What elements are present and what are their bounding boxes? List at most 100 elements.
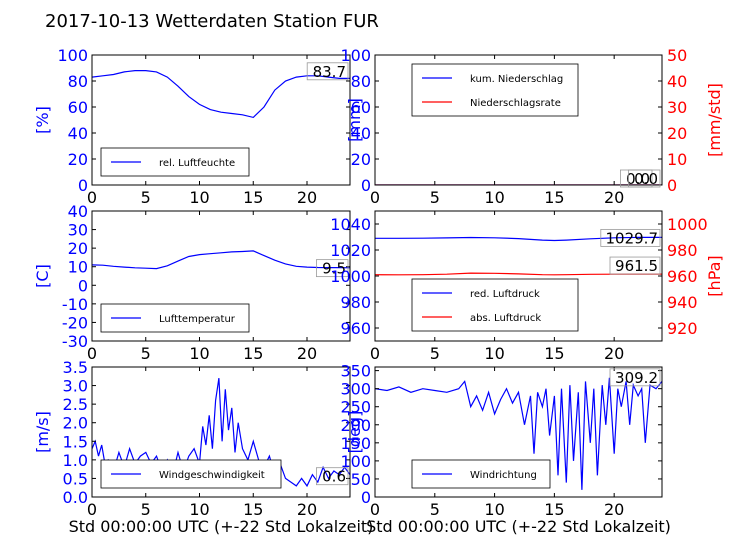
legend: Windgeschwindigkeit [100, 459, 282, 489]
y-tick-label: 300 [340, 380, 371, 399]
y-tick-label: 350 [340, 362, 371, 381]
last-value-annotation-2-box [609, 256, 661, 275]
y-tick-label: 0 [361, 176, 371, 195]
x-tick-label: 20 [604, 344, 624, 363]
x-tick-label: 10 [484, 500, 504, 519]
y-tick-label: 1.5 [63, 432, 88, 451]
y-right-tick-label: 980 [667, 241, 698, 260]
x-tick-label: 0 [370, 344, 380, 363]
x-tick-label: 10 [189, 344, 209, 363]
x-tick-label: 20 [297, 344, 317, 363]
y-tick-label: 100 [340, 46, 371, 65]
panel-pressure: 0 5 10 15 20 960 980 1000 1020 1040 920 940 960 980 10… [330, 210, 724, 363]
x-tick-label: 20 [604, 188, 624, 207]
x-tick-label: 5 [430, 500, 440, 519]
y-axis-label: [mm] [345, 98, 364, 142]
legend: red. Luftdruck abs. Luftdruck [411, 278, 579, 332]
y-tick-label: 80 [68, 72, 88, 91]
x-tick-label: 5 [430, 188, 440, 207]
y-tick-label: 50 [351, 470, 371, 489]
y-tick-label: -20 [62, 313, 88, 332]
x-tick-label: 15 [243, 500, 263, 519]
legend-label: red. Luftdruck [470, 289, 540, 300]
y-tick-label: 150 [340, 434, 371, 453]
x-tick-label: 0 [370, 500, 380, 519]
x-tick-label: 10 [189, 188, 209, 207]
last-value-annotation-2-box [628, 169, 661, 188]
y-tick-label: 0 [78, 276, 88, 295]
y-tick-label: 3.0 [63, 377, 88, 396]
y-right-tick-label: 50 [667, 46, 687, 65]
last-value-annotation: 0.6 [322, 468, 346, 486]
y-right-axis-label: [mm/std] [705, 83, 724, 157]
x-tick-label: 10 [484, 188, 504, 207]
legend: Windrichtung [411, 459, 551, 489]
last-value-annotation-2: 0.0 [634, 170, 658, 188]
y-tick-label: 980 [340, 293, 371, 312]
y-tick-label: 40 [68, 202, 88, 221]
y-tick-label: -10 [62, 295, 88, 314]
y-tick-label: 40 [68, 124, 88, 143]
y-tick-label: 0.5 [63, 469, 88, 488]
y-right-tick-label: 920 [667, 319, 698, 338]
legend: Lufttemperatur [100, 303, 250, 333]
legend: rel. Luftfeuchte [100, 147, 250, 177]
y-tick-label: 0.0 [63, 488, 88, 507]
y-axis-label: [deg] [345, 411, 364, 454]
axes-frame [374, 54, 663, 186]
y-right-tick-label: 30 [667, 98, 687, 117]
y-tick-label: 40 [351, 124, 371, 143]
x-tick-label: 0 [87, 344, 97, 363]
legend: kum. Niederschlag Niederschlagsrate [411, 63, 579, 117]
legend-label: Lufttemperatur [159, 314, 236, 325]
legend-label: Windgeschwindigkeit [159, 470, 265, 481]
axes-frame [91, 366, 351, 498]
y-tick-label: 200 [340, 416, 371, 435]
x-tick-label: 5 [430, 344, 440, 363]
x-tick-label: 15 [243, 344, 263, 363]
last-value-annotation: 0.0 [626, 170, 650, 188]
x-tick-label: 0 [370, 188, 380, 207]
legend-frame [411, 63, 579, 117]
x-tick-label: 20 [297, 188, 317, 207]
x-tick-label: 10 [189, 500, 209, 519]
last-value-annotation: 83.7 [313, 63, 346, 81]
x-tick-label: 20 [604, 500, 624, 519]
x-tick-label: 0 [87, 188, 97, 207]
y-tick-label: 100 [340, 452, 371, 471]
y-tick-label: 1040 [330, 215, 371, 234]
series-line-pressure-0 [375, 236, 662, 242]
y-tick-label: 20 [351, 150, 371, 169]
last-value-annotation-box [609, 368, 661, 387]
x-axis-label: Std 00:00:00 UTC (+-22 Std Lokalzeit) [366, 517, 671, 536]
y-axis-label: [C] [33, 264, 52, 288]
y-tick-label: 0 [78, 176, 88, 195]
axes-frame [91, 210, 351, 342]
y-tick-label: 250 [340, 398, 371, 417]
x-tick-label: 15 [544, 344, 564, 363]
figure-title: 2017-10-13 Wetterdaten Station FUR [45, 11, 379, 32]
panel-wind_speed: 0 5 10 15 20 0.00.51.01.52.02.53.03.5 [m/s] Std… [33, 358, 373, 536]
axes-frame [374, 366, 663, 498]
y-right-axis-label: [hPa] [705, 255, 724, 296]
y-tick-label: 10 [68, 258, 88, 277]
x-tick-label: 5 [141, 188, 151, 207]
x-axis-label: Std 00:00:00 UTC (+-22 Std Lokalzeit) [69, 517, 374, 536]
legend-label: rel. Luftfeuchte [159, 158, 235, 169]
y-right-tick-label: 0 [667, 176, 677, 195]
y-right-tick-label: 960 [667, 267, 698, 286]
y-tick-label: 60 [351, 98, 371, 117]
series-line-wind_direction-0 [375, 377, 662, 490]
y-tick-label: 30 [68, 221, 88, 240]
y-tick-label: 60 [68, 98, 88, 117]
legend-label: abs. Luftdruck [470, 313, 541, 324]
x-tick-label: 20 [297, 500, 317, 519]
last-value-annotation: 309.2 [615, 369, 658, 387]
last-value-annotation: 9.5 [322, 260, 346, 278]
y-axis-label: [%] [33, 106, 52, 134]
legend-label: Windrichtung [470, 470, 537, 481]
